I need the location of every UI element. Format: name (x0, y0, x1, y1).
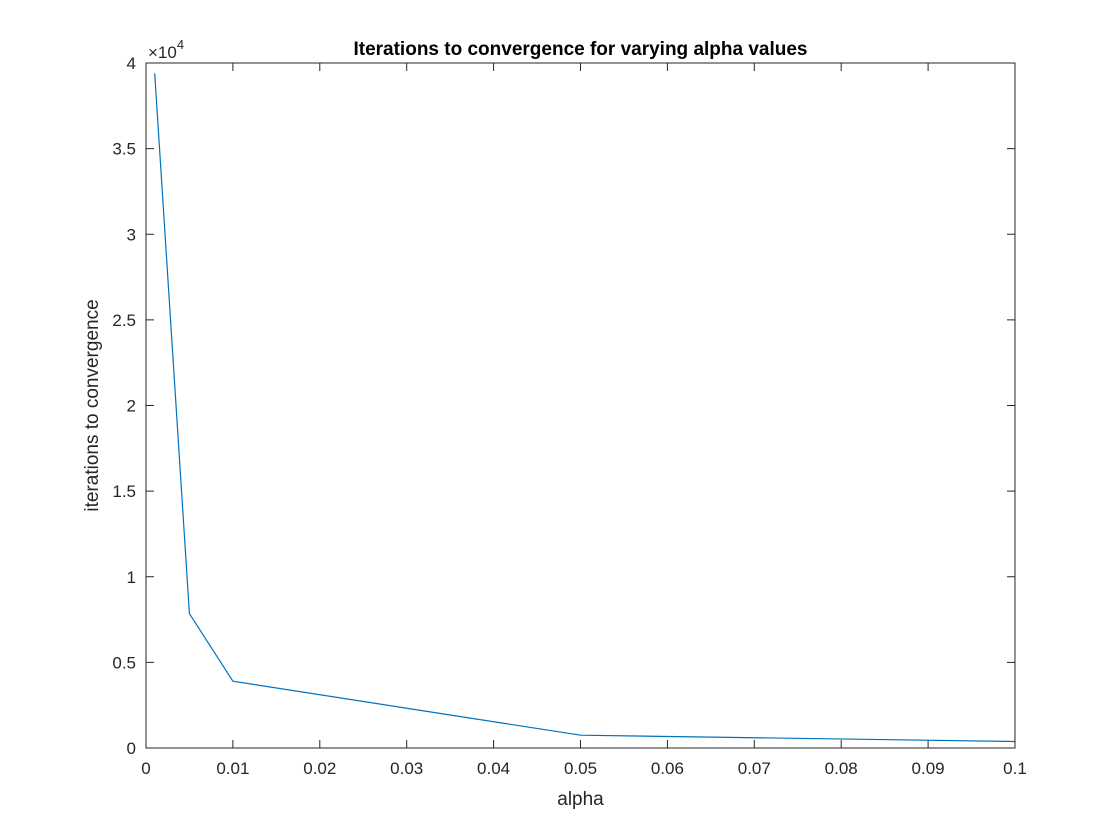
x-axis-ticks: 0 0.01 0.02 0.03 0.04 0.05 0.06 0.07 0.08 0.09 0.1 (141, 63, 1027, 778)
series-line (154, 73, 1016, 743)
y-exponent-power: 4 (177, 37, 184, 52)
y-tick-label: 2.5 (112, 311, 136, 330)
y-tick-label: 3.5 (112, 140, 136, 159)
x-tick-label: 0.05 (564, 759, 597, 778)
y-axis-exponent: ×104 (148, 37, 184, 62)
x-tick-label: 0.09 (912, 759, 945, 778)
x-tick-label: 0.02 (303, 759, 336, 778)
chart-title: Iterations to convergence for varying al… (353, 39, 807, 60)
x-tick-label: 0.03 (390, 759, 423, 778)
x-tick-label: 0.04 (477, 759, 510, 778)
x-tick-label: 0.01 (216, 759, 249, 778)
x-tick-label: 0.07 (738, 759, 771, 778)
y-tick-label: 1 (127, 568, 136, 587)
y-tick-label: 4 (127, 54, 136, 73)
x-axis-label: alpha (557, 789, 604, 810)
y-tick-label: 1.5 (112, 482, 136, 501)
y-axis-ticks: 0 0.5 1 1.5 2 2.5 3 3.5 4 (112, 54, 1015, 758)
y-tick-label: 0.5 (112, 653, 136, 672)
series-layer (154, 73, 1016, 743)
y-tick-label: 0 (127, 739, 136, 758)
x-tick-label: 0.08 (825, 759, 858, 778)
x-tick-label: 0.1 (1003, 759, 1027, 778)
plot-area (146, 63, 1015, 748)
y-axis-label: iterations to convergence (82, 299, 103, 511)
y-tick-label: 3 (127, 225, 136, 244)
axes-box (145, 62, 1016, 749)
y-exponent-base: ×10 (148, 43, 177, 62)
y-tick-label: 2 (127, 397, 136, 416)
x-tick-label: 0 (141, 759, 150, 778)
x-tick-label: 0.06 (651, 759, 684, 778)
